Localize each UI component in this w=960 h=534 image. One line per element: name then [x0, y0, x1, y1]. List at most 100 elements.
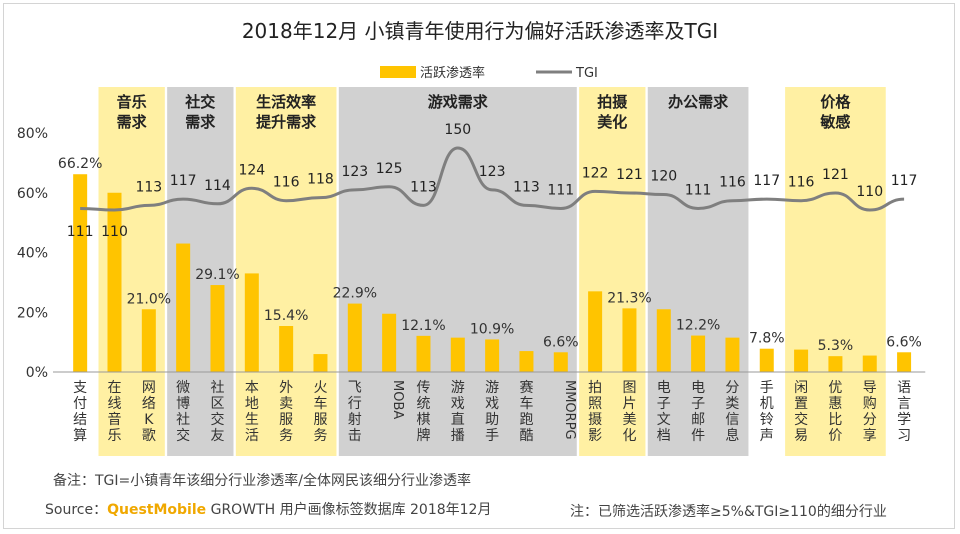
bar-value-label: 21.3%: [607, 290, 651, 306]
tgi-value-label: 124: [238, 162, 265, 178]
tgi-series-line: [80, 146, 905, 212]
bar: [862, 355, 877, 372]
category-label-char: 线: [107, 396, 121, 412]
category-label-char: 算: [73, 428, 87, 444]
category-label-char: 火: [313, 380, 327, 396]
category-label-char: 易: [794, 428, 808, 444]
bar-value-label: 15.4%: [264, 308, 308, 324]
bar: [622, 308, 637, 372]
category-label-char: 影: [588, 428, 602, 444]
group-label: 提升需求: [256, 113, 317, 131]
category-label-char: 助: [485, 412, 499, 428]
category-label-char: 件: [691, 428, 705, 444]
category-label-char: 友: [210, 428, 224, 444]
tgi-value-label: 117: [891, 173, 918, 189]
category-label-char: 学: [897, 412, 911, 428]
group-label: 生活效率: [256, 93, 316, 111]
tgi-value-label: 113: [513, 179, 540, 195]
tgi-value-label: 114: [204, 178, 231, 194]
tgi-value-label: 116: [719, 175, 746, 191]
group-label: 办公需求: [668, 93, 729, 111]
category-label-char: 声: [760, 428, 774, 444]
tgi-value-label: 120: [650, 169, 677, 185]
category-label-char: 游: [451, 380, 465, 396]
category-label-char: 戏: [451, 396, 465, 412]
tgi-value-label: 117: [753, 173, 780, 189]
category-label-char: 文: [657, 412, 671, 428]
y-tick-label: 20%: [17, 305, 48, 321]
category-label-char: 分: [725, 380, 739, 396]
category-label-char: 歌: [142, 428, 156, 444]
category-label-char: 铃: [760, 412, 774, 428]
tgi-value-label: 111: [547, 182, 574, 198]
category-label-char: 交: [794, 411, 808, 428]
bar: [725, 337, 740, 372]
bar-value-label: 66.2%: [58, 156, 102, 172]
bar: [176, 243, 191, 372]
bar: [450, 337, 465, 372]
category-label-char: 比: [828, 412, 842, 428]
category-label-char: 导: [863, 380, 877, 396]
group-band-2: [235, 87, 337, 456]
group-label: 价格: [820, 93, 851, 111]
category-label-char: 本: [245, 380, 259, 396]
category-label-char: 享: [863, 427, 877, 444]
bar-value-label: 6.6%: [886, 334, 922, 350]
bar: [244, 273, 259, 372]
category-label-char: 务: [279, 428, 293, 444]
category-label-char: 车: [313, 395, 327, 412]
bar: [73, 174, 88, 372]
group-band-6: [785, 87, 886, 456]
category-label-char: 档: [657, 428, 671, 444]
category-label-char: 化: [622, 428, 636, 444]
bar: [279, 325, 294, 372]
category-label-char: 闲: [794, 380, 808, 396]
category-label-char: 统: [416, 396, 430, 412]
group-label: 音乐: [117, 93, 147, 111]
category-label-char: 机: [760, 396, 774, 412]
bar: [210, 285, 225, 372]
tgi-value-label: 116: [788, 175, 815, 191]
category-label-char: 子: [657, 396, 671, 412]
category-label-char: 优: [828, 380, 842, 396]
category-label-char: 手: [485, 428, 499, 444]
group-label: 需求: [185, 113, 216, 131]
tgi-value-label: 121: [616, 167, 643, 183]
bar-value-label: 6.6%: [543, 334, 579, 350]
bar: [485, 339, 500, 372]
category-label-char: 音: [107, 411, 121, 428]
category-label-char: 乐: [107, 428, 121, 444]
category-label-char: 社: [176, 412, 190, 428]
category-label-char: 照: [588, 396, 602, 412]
source-prefix: Source：: [45, 502, 108, 518]
category-label-char: 语: [897, 380, 911, 396]
tgi-value-label: 111: [67, 224, 94, 240]
bar: [519, 351, 534, 372]
tgi-value-label: 110: [856, 184, 883, 200]
legend-bar-swatch: [380, 66, 416, 78]
category-label-char: 牌: [416, 427, 430, 444]
tgi-value-label: 123: [341, 164, 368, 180]
bar: [382, 313, 397, 372]
category-label-char: K: [144, 412, 154, 428]
bar-value-label: 12.1%: [401, 318, 445, 334]
category-label: MOBA: [390, 380, 405, 419]
category-label-char: 区: [210, 396, 224, 412]
chart-title: 2018年12月 小镇青年使用行为偏好活跃渗透率及TGI: [242, 19, 718, 43]
category-label-char: 习: [897, 428, 911, 444]
bar-value-label: 21.0%: [127, 291, 171, 307]
bar: [107, 192, 122, 372]
category-label-char: 服: [279, 412, 293, 428]
category-label-char: 手: [760, 380, 774, 396]
bar: [588, 291, 603, 372]
tgi-value-label: 113: [135, 179, 162, 195]
filter-note: 注：已筛选活跃渗透率≥5%&TGI≥110的细分行业: [570, 504, 887, 520]
category-label-char: 戏: [485, 396, 499, 412]
category-label-char: 言: [897, 396, 911, 412]
category-label-char: 射: [348, 412, 362, 428]
category-label-char: 务: [313, 428, 327, 444]
bar-value-label: 5.3%: [818, 338, 854, 354]
bar-value-label: 12.2%: [676, 318, 720, 334]
category-label-char: 传: [416, 380, 430, 396]
